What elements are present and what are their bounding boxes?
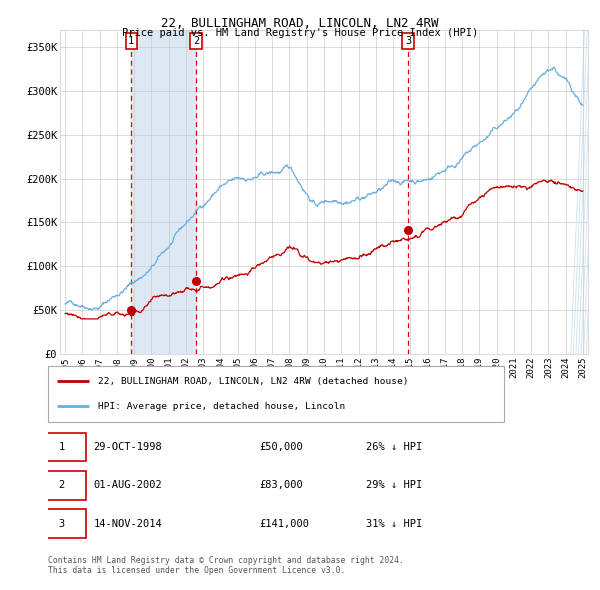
Text: 2: 2 [193,36,199,46]
Text: 1: 1 [128,36,134,46]
Text: £83,000: £83,000 [260,480,304,490]
Bar [131,30,196,354]
Text: £141,000: £141,000 [260,519,310,529]
Text: 3: 3 [58,519,65,529]
Text: 26% ↓ HPI: 26% ↓ HPI [365,442,422,452]
Text: 22, BULLINGHAM ROAD, LINCOLN, LN2 4RW: 22, BULLINGHAM ROAD, LINCOLN, LN2 4RW [161,17,439,30]
Text: 31% ↓ HPI: 31% ↓ HPI [365,519,422,529]
Text: Contains HM Land Registry data © Crown copyright and database right 2024.
This d: Contains HM Land Registry data © Crown c… [48,556,404,575]
FancyBboxPatch shape [38,509,86,538]
Text: 29% ↓ HPI: 29% ↓ HPI [365,480,422,490]
Text: 01-AUG-2002: 01-AUG-2002 [94,480,162,490]
Text: 14-NOV-2014: 14-NOV-2014 [94,519,162,529]
FancyBboxPatch shape [38,432,86,461]
FancyBboxPatch shape [38,471,86,500]
Text: 22, BULLINGHAM ROAD, LINCOLN, LN2 4RW (detached house): 22, BULLINGHAM ROAD, LINCOLN, LN2 4RW (d… [98,377,409,386]
Text: 1: 1 [58,442,65,452]
Text: £50,000: £50,000 [260,442,304,452]
Text: Price paid vs. HM Land Registry's House Price Index (HPI): Price paid vs. HM Land Registry's House … [122,28,478,38]
Text: 3: 3 [405,36,411,46]
FancyBboxPatch shape [48,366,504,422]
Text: 29-OCT-1998: 29-OCT-1998 [94,442,162,452]
Text: HPI: Average price, detached house, Lincoln: HPI: Average price, detached house, Linc… [98,402,346,411]
Text: 2: 2 [58,480,65,490]
